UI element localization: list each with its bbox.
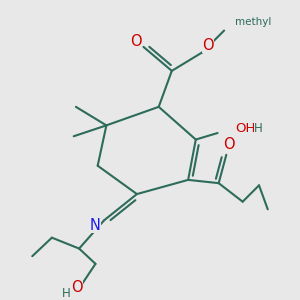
Text: OH: OH bbox=[235, 122, 255, 135]
Text: H: H bbox=[254, 122, 262, 135]
Text: O: O bbox=[71, 280, 83, 295]
Text: O: O bbox=[223, 137, 234, 152]
Text: H: H bbox=[62, 287, 70, 300]
Text: O: O bbox=[202, 38, 214, 53]
Text: N: N bbox=[90, 218, 101, 233]
Text: methyl: methyl bbox=[235, 17, 272, 27]
Text: O: O bbox=[130, 34, 142, 49]
